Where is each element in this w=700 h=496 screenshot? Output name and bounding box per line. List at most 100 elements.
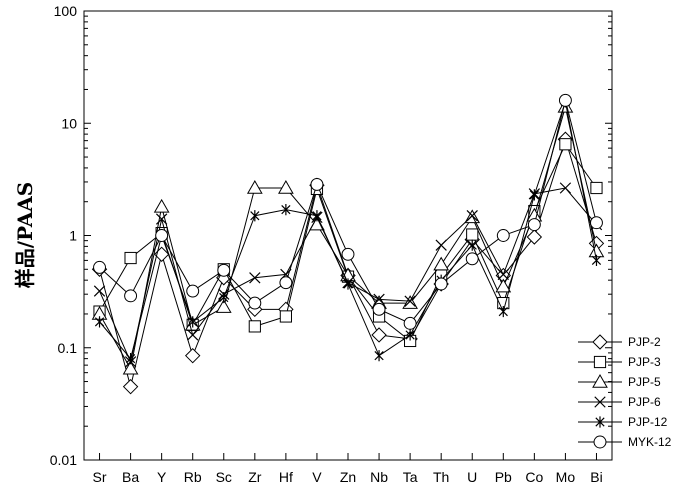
data-point	[559, 138, 572, 151]
data-point	[278, 179, 294, 194]
data-point	[93, 260, 106, 274]
legend-item: PJP-6	[578, 395, 661, 409]
series-line	[99, 137, 597, 387]
x-tick-label: Rb	[184, 469, 202, 485]
legend-marker	[593, 355, 607, 369]
data-point	[497, 268, 509, 281]
data-point	[219, 291, 229, 304]
x-tick-label: U	[467, 469, 477, 485]
data-point	[405, 329, 415, 341]
legend-marker	[592, 334, 608, 350]
data-point	[465, 252, 479, 266]
data-point	[279, 310, 292, 323]
legend-label: PJP-5	[628, 375, 661, 389]
data-point	[559, 182, 572, 194]
data-point	[217, 263, 231, 277]
data-point	[435, 239, 447, 251]
data-point	[529, 189, 539, 201]
data-point	[343, 278, 353, 290]
legend-item: MYK-12	[578, 435, 672, 449]
data-point	[248, 296, 262, 310]
data-point	[186, 284, 200, 298]
x-tick-label: Zr	[248, 469, 262, 485]
data-point	[433, 256, 450, 271]
data-point	[341, 247, 355, 261]
series-myk-12	[93, 93, 603, 330]
data-point	[310, 177, 324, 191]
data-point	[558, 93, 572, 107]
data-point	[250, 210, 260, 222]
data-point	[591, 254, 602, 267]
data-point	[467, 239, 477, 251]
legend-item: PJP-12	[578, 415, 668, 429]
x-tick-label: Pb	[495, 469, 512, 485]
x-tick-label: Ba	[122, 469, 139, 485]
legend-label: PJP-12	[628, 415, 668, 429]
y-axis-label: 样品/PAAS	[13, 182, 37, 288]
y-tick-label: 0.01	[50, 452, 77, 468]
data-point	[94, 316, 105, 328]
x-tick-label: Sc	[216, 469, 232, 485]
x-tick-label: V	[312, 469, 322, 485]
data-point	[434, 277, 448, 291]
legend-item: PJP-2	[578, 334, 661, 350]
data-point	[248, 320, 261, 333]
data-point	[527, 218, 541, 232]
data-point	[155, 229, 169, 242]
data-point	[372, 302, 386, 316]
legend-label: PJP-6	[628, 395, 661, 409]
x-tick-label: Co	[525, 469, 543, 485]
data-point	[466, 210, 478, 222]
data-point	[249, 272, 261, 284]
y-tick-label: 0.1	[58, 340, 78, 356]
y-tick-label: 1	[69, 228, 77, 244]
series-line	[99, 100, 597, 324]
x-tick-label: Y	[157, 469, 167, 485]
data-point	[246, 179, 263, 194]
data-point	[496, 229, 510, 242]
y-tick-label: 100	[54, 3, 78, 19]
legend-item: PJP-3	[578, 355, 661, 369]
x-tick-label: Nb	[370, 469, 388, 485]
data-point	[404, 295, 416, 307]
x-tick-label: Hf	[279, 469, 293, 485]
legend-label: PJP-3	[628, 355, 661, 369]
data-point	[155, 213, 168, 225]
data-point	[188, 316, 198, 328]
data-point	[125, 353, 136, 365]
y-tick-label: 10	[61, 115, 77, 131]
data-point	[215, 299, 232, 313]
x-tick-label: Sr	[93, 469, 107, 485]
data-point	[124, 289, 138, 303]
x-tick-label: Bi	[590, 469, 602, 485]
data-point	[371, 327, 387, 343]
series-pjp-2	[91, 131, 605, 395]
data-point	[281, 204, 291, 216]
data-point	[279, 276, 293, 290]
data-point	[590, 181, 603, 195]
data-point	[187, 329, 199, 341]
series-line	[99, 106, 597, 371]
series-pjp-3	[93, 138, 603, 348]
legend-item: PJP-5	[578, 373, 661, 389]
legend-marker	[595, 416, 605, 428]
data-point	[526, 229, 543, 245]
series-layer	[91, 93, 605, 395]
x-tick-label: Mo	[556, 469, 576, 485]
data-point	[312, 210, 322, 222]
data-point	[184, 347, 201, 364]
x-tick-label: Zn	[340, 469, 356, 485]
data-point	[93, 285, 106, 297]
data-point	[590, 216, 603, 230]
legend-marker	[594, 396, 606, 408]
data-point	[153, 198, 170, 213]
series-line	[99, 99, 597, 360]
data-point	[403, 316, 417, 330]
series-pjp-12	[94, 96, 602, 365]
legend-marker	[592, 373, 608, 388]
data-point	[122, 378, 139, 395]
data-point	[466, 228, 479, 241]
x-tick-label: Th	[433, 469, 449, 485]
legend-marker	[593, 435, 607, 449]
data-point	[498, 305, 508, 318]
